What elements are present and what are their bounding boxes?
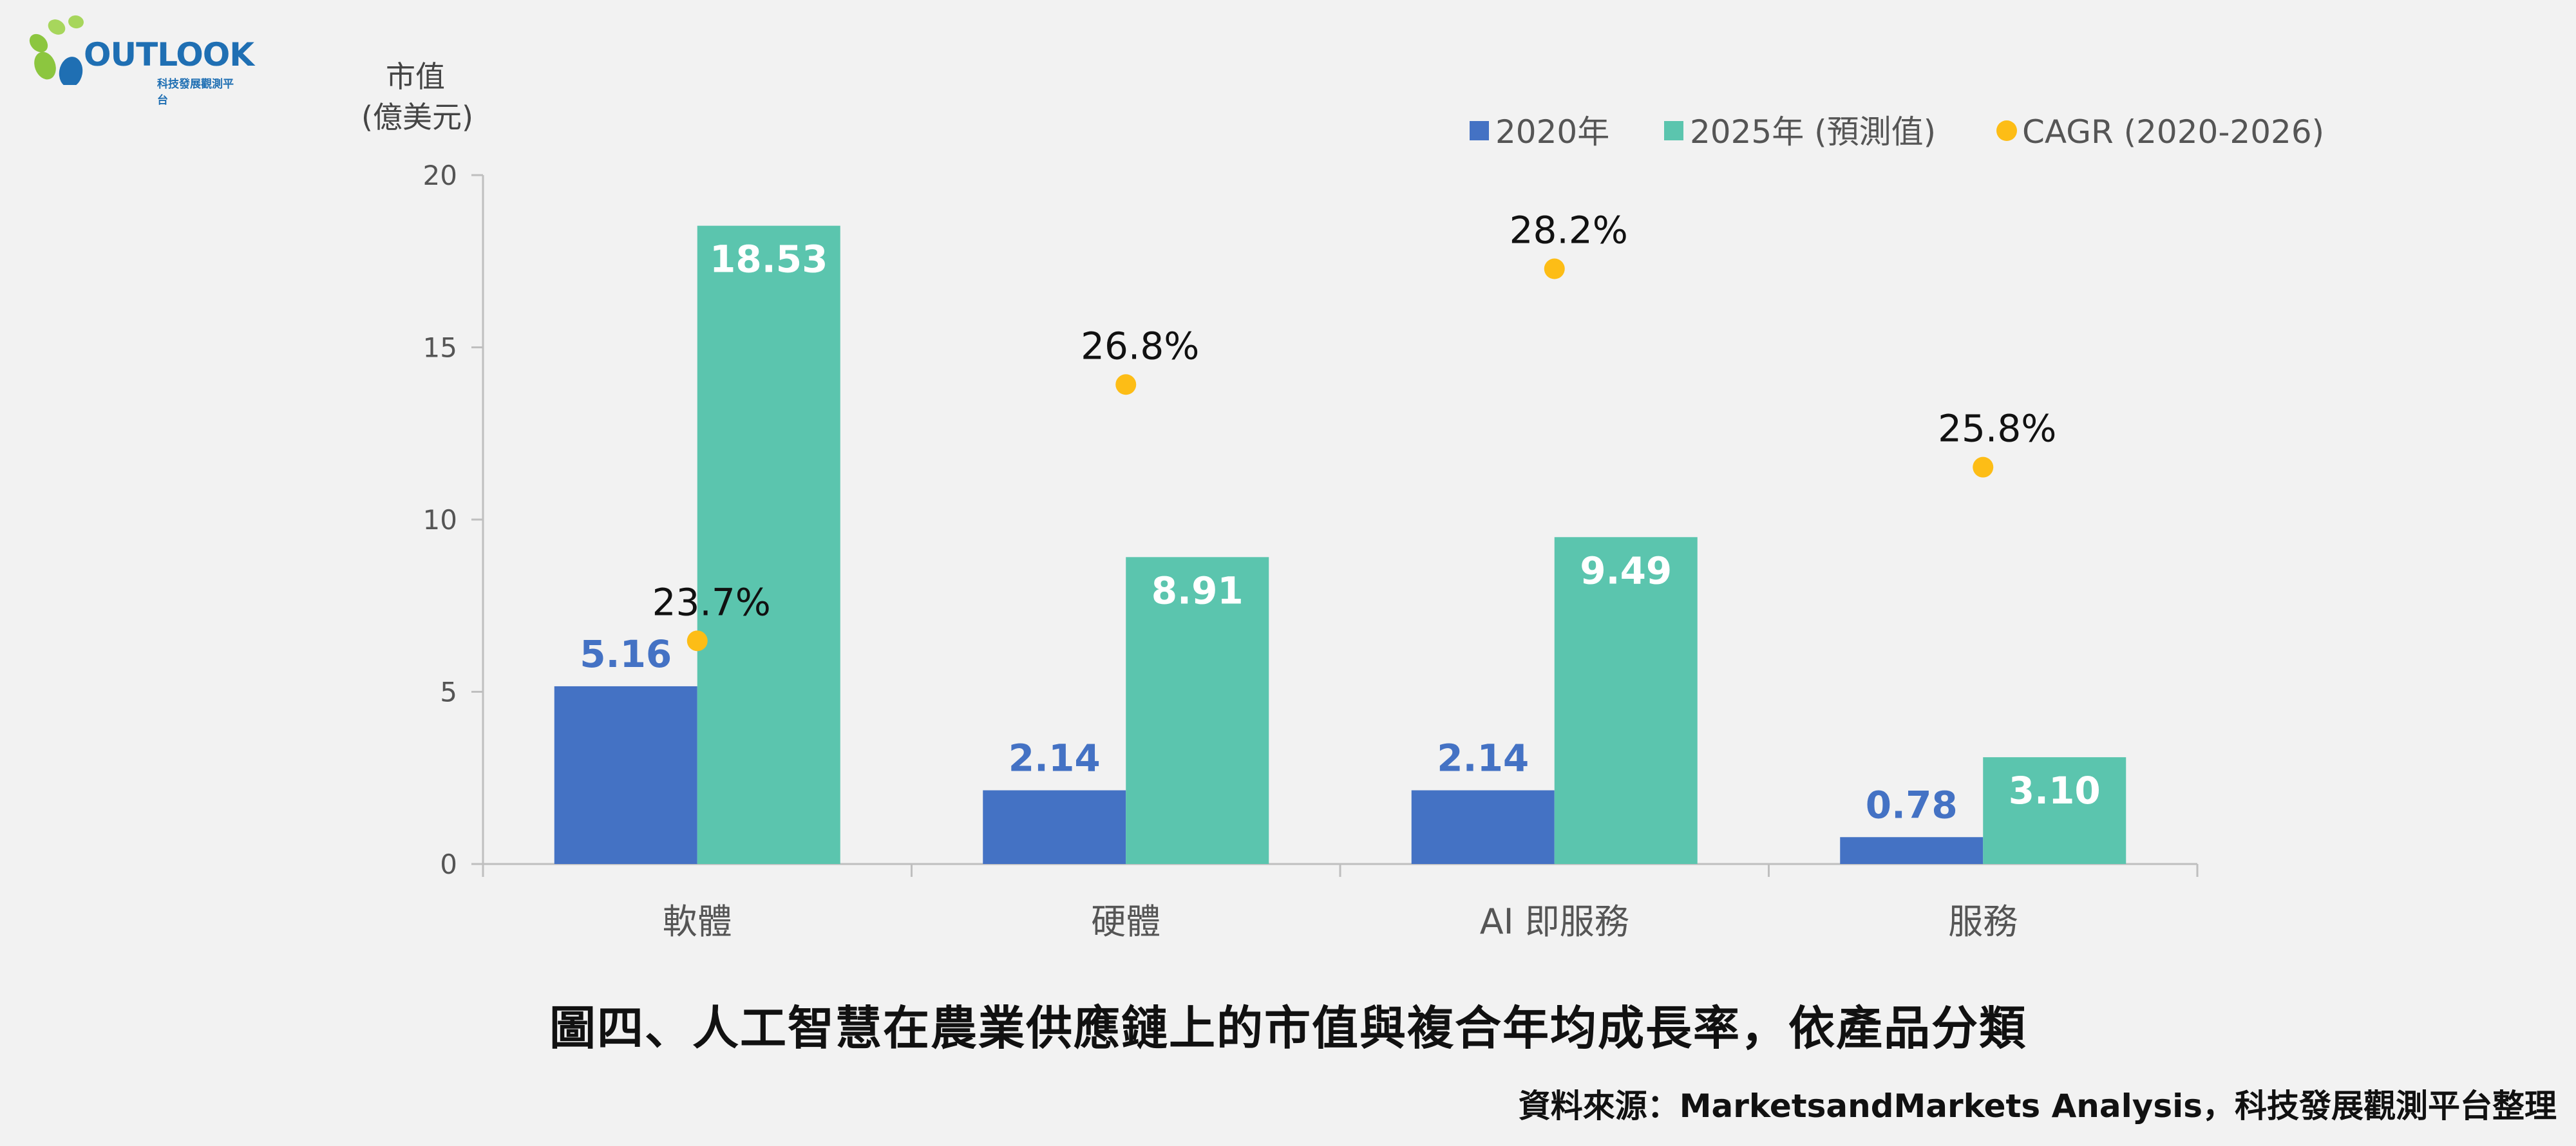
legend: 2020年 2025年 (預測值) CAGR (2020-2026) [1470, 113, 2324, 151]
cagr-label: 23.7% [652, 580, 771, 624]
logo-text: OUTLOOK [84, 36, 254, 73]
cagr-point [1973, 456, 1994, 478]
data-label-2020: 2.14 [1009, 737, 1101, 780]
data-label-2025: 8.91 [1151, 568, 1244, 612]
x-category-label: 服務 [1948, 901, 2018, 942]
bar-2020 [983, 790, 1126, 864]
y-tick-label: 10 [423, 504, 457, 536]
y-axis-title-line1: 市值 [386, 59, 445, 94]
x-category-label: 軟體 [663, 901, 732, 942]
y-axis-title-line2: (億美元) [361, 100, 473, 135]
source-note: 資料來源：MarketsandMarkets Analysis，科技發展觀測平台… [1518, 1087, 2557, 1125]
x-category-label: AI 即服務 [1480, 901, 1629, 942]
legend-label-cagr: CAGR (2020-2026) [2022, 113, 2324, 151]
cagr-point [687, 630, 708, 652]
cagr-label: 28.2% [1510, 209, 1628, 252]
bar-2025 [1126, 557, 1269, 864]
bar-2025 [697, 225, 840, 864]
bar-2020 [1840, 837, 1984, 864]
data-label-2025: 18.53 [710, 238, 828, 281]
y-tick-label: 0 [440, 849, 457, 880]
bar-2025 [1983, 757, 2126, 864]
data-label-2020: 2.14 [1437, 737, 1529, 780]
data-label-2020: 5.16 [580, 632, 672, 676]
cagr-point [1115, 374, 1137, 395]
data-label-2025: 3.10 [2009, 769, 2101, 813]
y-tick-label: 15 [423, 332, 457, 364]
legend-swatch-cagr [1996, 120, 2017, 141]
bar-2025 [1554, 537, 1698, 864]
cagr-point [1544, 258, 1565, 279]
data-label-2025: 9.49 [1580, 549, 1672, 592]
legend-label-2025: 2025年 (預測值) [1690, 113, 1936, 151]
y-tick-label: 20 [423, 160, 457, 191]
legend-swatch-2020 [1470, 121, 1489, 140]
bar-2020 [1411, 790, 1555, 864]
cagr-label: 26.8% [1081, 324, 1199, 368]
legend-swatch-2025 [1664, 121, 1683, 140]
figure-caption: 圖四、人工智慧在農業供應鏈上的市值與複合年均成長率，依產品分類 [549, 1001, 2027, 1055]
cagr-label: 25.8% [1938, 407, 2056, 451]
logo-subtitle: 科技發展觀測平台 [157, 78, 234, 107]
y-tick-label: 5 [440, 677, 457, 708]
logo-leaf-icon [29, 15, 84, 85]
legend-label-2020: 2020年 [1495, 113, 1609, 151]
cagr-points: 23.7% 26.8% 28.2% 25.8% [652, 209, 2056, 652]
data-label-2020: 0.78 [1866, 783, 1958, 827]
bar-2020 [554, 686, 697, 864]
outlook-logo: OUTLOOK 科技發展觀測平台 [19, 8, 254, 107]
x-category-label: 硬體 [1091, 901, 1160, 942]
bars: 5.16 18.53 2.14 8.91 2.14 9.49 0.78 3.10 [554, 225, 2126, 864]
